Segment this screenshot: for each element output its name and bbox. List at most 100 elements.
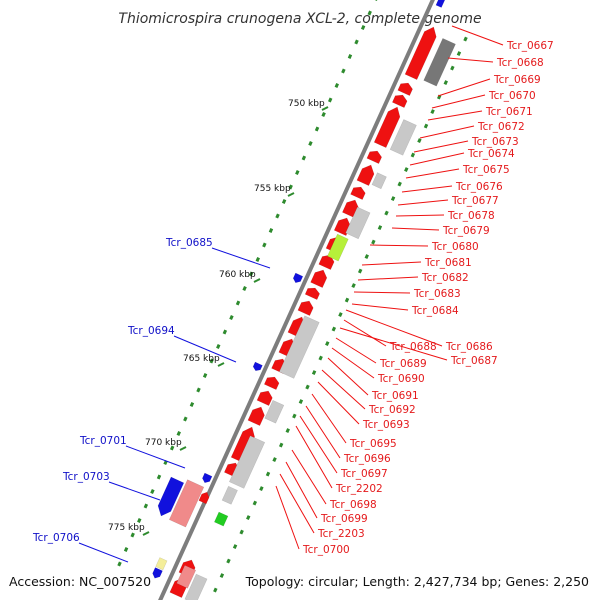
- track-dot: [463, 36, 468, 42]
- feature-track: [152, 0, 456, 600]
- gene-label-tcr-0695: Tcr_0695: [349, 438, 397, 450]
- cds-forward: [247, 406, 265, 426]
- leader-line: [299, 415, 338, 474]
- gene-label-tcr-0684: Tcr_0684: [411, 305, 459, 317]
- track-dot: [404, 167, 409, 172]
- cds-forward: [263, 376, 280, 390]
- track-dot: [423, 123, 429, 129]
- leader-line: [451, 25, 504, 46]
- gene-label-tcr-0692: Tcr_0692: [368, 404, 416, 416]
- tick-label-755: 755 kbp: [254, 184, 291, 194]
- rna-feature: [264, 399, 285, 424]
- cds-forward: [391, 94, 408, 108]
- tick-label-750: 750 kbp: [288, 99, 325, 109]
- leader-line: [343, 319, 387, 347]
- pink-feature: [176, 564, 197, 589]
- leader-line: [409, 152, 465, 166]
- leader-line: [279, 473, 315, 534]
- rna-feature-shape: [228, 435, 266, 489]
- track-dot: [285, 428, 290, 433]
- cds-forward: [256, 390, 273, 406]
- track-dot: [311, 370, 317, 375]
- rna-feature: [345, 206, 371, 240]
- rna-feature-shape: [371, 172, 387, 190]
- gene-label-tcr-0673: Tcr_0673: [471, 136, 519, 148]
- leader-line: [413, 140, 469, 153]
- cds-reverse-shape: [157, 476, 185, 517]
- accession-text: Accession: NC_007520: [9, 574, 151, 589]
- track-dot: [397, 181, 402, 187]
- track-dot: [265, 471, 271, 477]
- gene-label-tcr-0686: Tcr_0686: [445, 341, 493, 353]
- gene-label-tcr-0685: Tcr_0685: [165, 237, 213, 249]
- gene-label-tcr-0703: Tcr_0703: [62, 471, 110, 483]
- dotted-track: [117, 0, 468, 593]
- track-dot: [275, 213, 280, 219]
- track-dot: [351, 283, 356, 288]
- leader-line: [331, 347, 375, 379]
- cds-forward-shape: [350, 186, 366, 200]
- gene-label-tcr-0701: Tcr_0701: [79, 435, 127, 447]
- gene-label-tcr-0679: Tcr_0679: [442, 225, 490, 237]
- leader-line: [369, 244, 429, 247]
- gene-label-tcr-0706: Tcr_0706: [32, 532, 80, 544]
- pink-feature-shape: [176, 564, 197, 589]
- track-dot: [364, 254, 369, 259]
- track-dot: [278, 442, 284, 448]
- tick-label-775: 775 kbp: [108, 523, 145, 533]
- leader-line: [291, 449, 327, 505]
- cds-forward: [397, 82, 413, 96]
- track-dot: [259, 486, 264, 491]
- leader-line: [295, 425, 333, 489]
- rna-feature: [228, 435, 266, 489]
- rna-feature-shape: [278, 315, 320, 379]
- gene-label-tcr-2203: Tcr_2203: [317, 528, 365, 540]
- cds-reverse-shape: [435, 0, 446, 8]
- tick-mark-755: [287, 192, 295, 197]
- cds-forward-shape: [256, 390, 273, 406]
- leader-line: [125, 445, 186, 469]
- tick-mark-750: [321, 106, 329, 111]
- cds-forward-shape: [397, 82, 413, 96]
- track-dot: [367, 10, 372, 16]
- gene-label-tcr-0678: Tcr_0678: [447, 210, 495, 222]
- cds-forward: [304, 287, 320, 300]
- gene-label-tcr-0683: Tcr_0683: [413, 288, 461, 300]
- rna-feature-shape: [264, 399, 285, 424]
- rna-feature: [371, 172, 387, 190]
- kbp-ticks: 750 kbp 755 kbp 760 kbp 765 kbp 770 kbp …: [108, 99, 329, 536]
- track-dot: [288, 184, 293, 190]
- track-dot: [443, 80, 448, 85]
- rna-feature: [184, 573, 208, 600]
- track-dot: [239, 529, 244, 535]
- gene-label-tcr-0680: Tcr_0680: [431, 241, 479, 253]
- right-gene-labels: Tcr_0667 Tcr_0668 Tcr_0669 Tcr_0670 Tcr_0671…: [275, 25, 554, 556]
- leader-line: [339, 327, 448, 361]
- cds-reverse: [152, 567, 163, 579]
- yellow-feature-shape: [155, 557, 168, 571]
- genome-backbone: [158, 0, 435, 600]
- leader-line: [431, 94, 486, 109]
- lime-feature: [327, 233, 349, 262]
- leader-line: [351, 303, 409, 311]
- tick-label-765: 765 kbp: [183, 354, 220, 364]
- track-dot: [292, 413, 297, 419]
- cds-reverse-shape: [202, 472, 213, 483]
- track-dot: [117, 561, 122, 567]
- tick-mark-765: [217, 362, 225, 367]
- yellow-feature: [155, 557, 168, 571]
- leader-line: [345, 309, 443, 347]
- gene-label-tcr-0682: Tcr_0682: [421, 272, 469, 284]
- rna-feature: [389, 119, 417, 156]
- track-dot: [262, 242, 267, 248]
- gene-label-tcr-0698: Tcr_0698: [329, 499, 377, 511]
- leader-line: [395, 214, 445, 217]
- track-dot: [390, 196, 396, 201]
- cds-forward: [366, 150, 382, 164]
- cds-forward-shape: [247, 406, 265, 426]
- track-dot: [321, 112, 326, 117]
- track-dot: [213, 587, 218, 593]
- rna-feature: [278, 315, 320, 379]
- pink-feature-shape: [168, 479, 205, 528]
